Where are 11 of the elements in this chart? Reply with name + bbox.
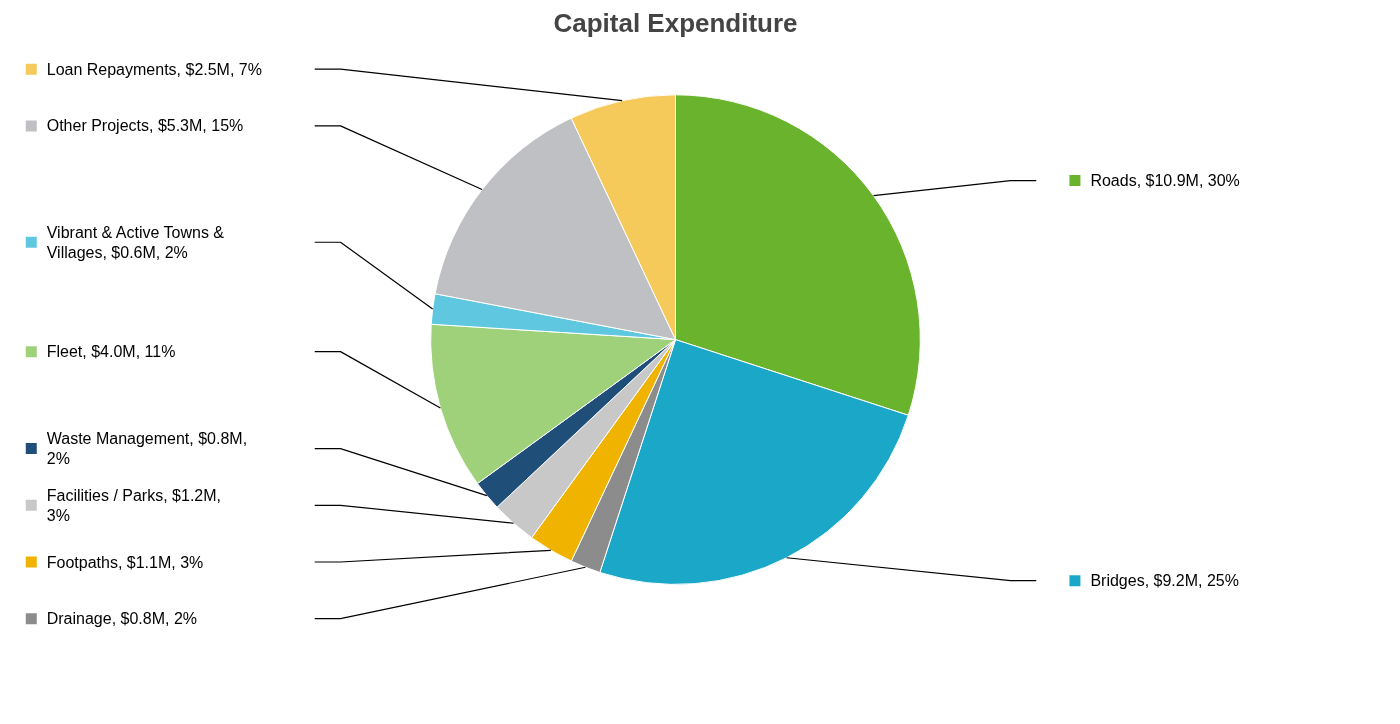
legend-label: Footpaths, $1.1M, 3% bbox=[46, 553, 204, 571]
legend-label: Vibrant & Active Towns & Villages, $0.6M, 2% bbox=[46, 223, 225, 261]
legend-label: Drainage, $0.8M, 2% bbox=[46, 610, 198, 628]
legend-label: Roads, $10.9M, 30% bbox=[1090, 172, 1240, 190]
legend-label: Facilities / Parks, $1.2M, 3% bbox=[46, 486, 222, 525]
legend-label: Loan Repayments, $2.5M, 7% bbox=[46, 60, 262, 78]
legend-label: Waste Management, $0.8M, 2% bbox=[46, 429, 248, 468]
chart-title: Capital Expenditure bbox=[553, 7, 798, 38]
legend-label: Bridges, $9.2M, 25% bbox=[1090, 572, 1239, 590]
legend-label: Other Projects, $5.3M, 15% bbox=[46, 117, 244, 135]
legend-label: Fleet, $4.0M, 11% bbox=[46, 343, 176, 361]
